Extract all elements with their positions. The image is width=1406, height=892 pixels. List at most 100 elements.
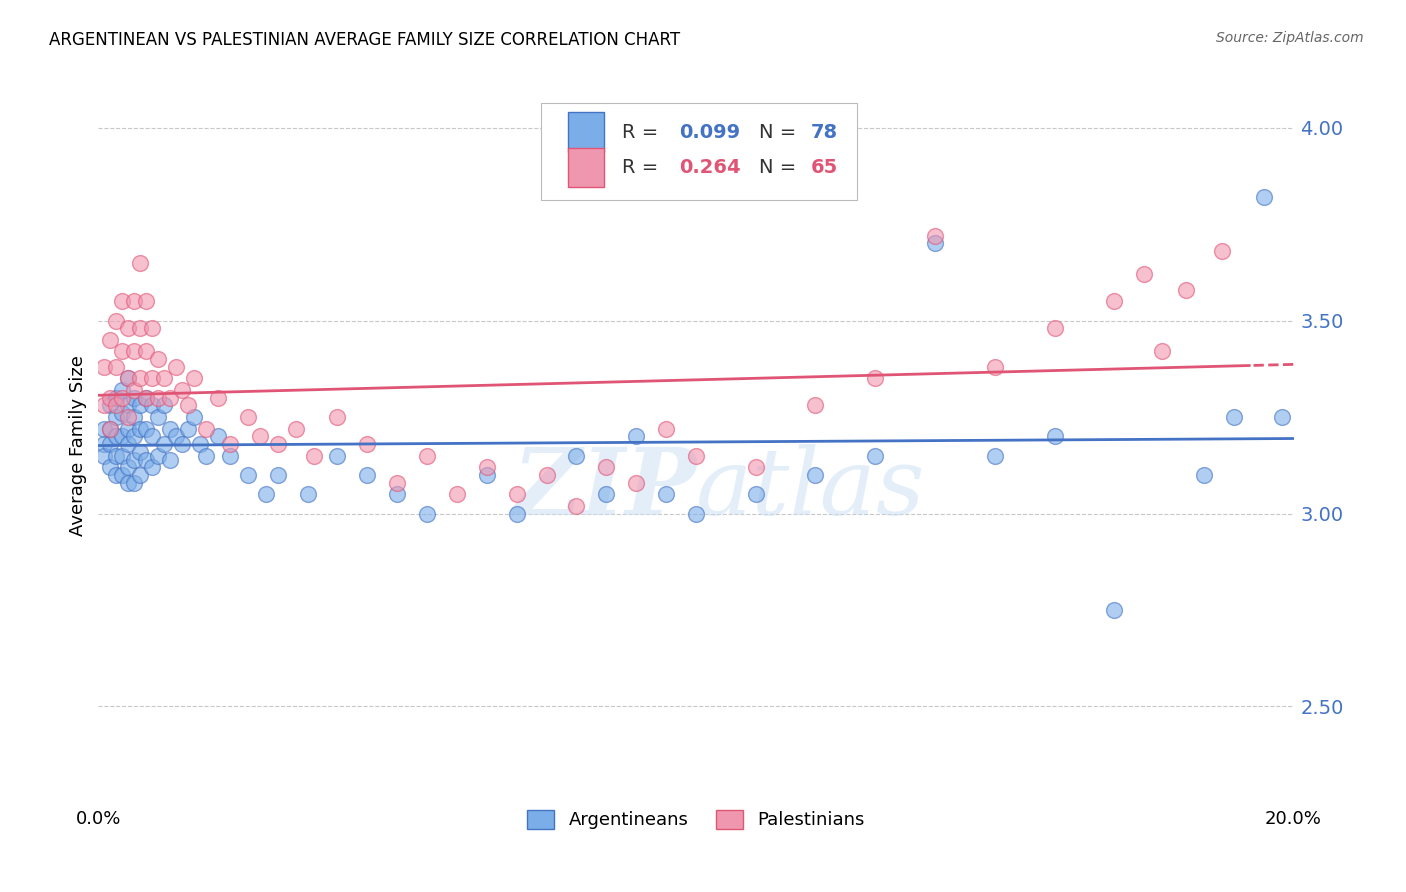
Point bbox=[129, 371, 152, 385]
Point bbox=[865, 371, 887, 385]
Point bbox=[284, 422, 307, 436]
Text: 0.264: 0.264 bbox=[679, 158, 741, 178]
Point bbox=[117, 437, 139, 451]
Point bbox=[124, 391, 146, 405]
Point bbox=[356, 437, 378, 451]
Point bbox=[93, 359, 115, 374]
Point bbox=[135, 422, 157, 436]
Point bbox=[177, 399, 200, 413]
FancyBboxPatch shape bbox=[541, 103, 858, 200]
Point bbox=[111, 344, 134, 359]
Text: 0.099: 0.099 bbox=[679, 122, 741, 142]
Point bbox=[356, 467, 378, 482]
Y-axis label: Average Family Size: Average Family Size bbox=[69, 356, 87, 536]
Point bbox=[165, 429, 187, 443]
Point bbox=[1104, 603, 1126, 617]
Point bbox=[141, 371, 163, 385]
Point bbox=[446, 487, 468, 501]
Point bbox=[1043, 321, 1066, 335]
Point bbox=[475, 460, 498, 475]
Point bbox=[98, 422, 122, 436]
Point bbox=[93, 399, 115, 413]
Point bbox=[236, 410, 259, 425]
Text: R =: R = bbox=[621, 158, 665, 178]
Point bbox=[129, 321, 152, 335]
Point bbox=[129, 444, 152, 458]
Point bbox=[565, 449, 588, 463]
Point bbox=[111, 391, 134, 405]
Text: R =: R = bbox=[621, 122, 665, 142]
Point bbox=[207, 391, 229, 405]
Point bbox=[595, 487, 617, 501]
FancyBboxPatch shape bbox=[568, 148, 605, 187]
Text: Source: ZipAtlas.com: Source: ZipAtlas.com bbox=[1216, 31, 1364, 45]
Point bbox=[219, 449, 242, 463]
Point bbox=[105, 399, 128, 413]
Point bbox=[153, 371, 176, 385]
Point bbox=[135, 391, 157, 405]
Point bbox=[117, 371, 139, 385]
Point bbox=[124, 294, 146, 309]
Point bbox=[98, 437, 122, 451]
Point bbox=[135, 452, 157, 467]
Point bbox=[536, 467, 558, 482]
Point bbox=[111, 429, 134, 443]
Point bbox=[302, 449, 325, 463]
Point bbox=[98, 422, 122, 436]
Point bbox=[267, 467, 290, 482]
Point bbox=[148, 410, 170, 425]
Point bbox=[148, 391, 170, 405]
Point bbox=[124, 429, 146, 443]
Text: 78: 78 bbox=[811, 122, 838, 142]
Point bbox=[865, 449, 887, 463]
Point bbox=[183, 410, 205, 425]
Point bbox=[105, 449, 128, 463]
Point bbox=[105, 313, 128, 327]
Point bbox=[117, 371, 139, 385]
Point bbox=[1271, 410, 1294, 425]
Point bbox=[804, 399, 827, 413]
Point bbox=[195, 422, 218, 436]
Point bbox=[117, 422, 139, 436]
Point bbox=[148, 449, 170, 463]
Point bbox=[105, 391, 128, 405]
Point bbox=[129, 399, 152, 413]
Point bbox=[924, 228, 946, 243]
Text: ARGENTINEAN VS PALESTINIAN AVERAGE FAMILY SIZE CORRELATION CHART: ARGENTINEAN VS PALESTINIAN AVERAGE FAMIL… bbox=[49, 31, 681, 49]
Point bbox=[98, 333, 122, 347]
Point bbox=[129, 422, 152, 436]
Point bbox=[626, 429, 648, 443]
Point bbox=[565, 499, 588, 513]
Point bbox=[117, 399, 139, 413]
Point bbox=[117, 475, 139, 490]
Point bbox=[188, 437, 211, 451]
Point bbox=[254, 487, 277, 501]
Point bbox=[93, 422, 115, 436]
Point bbox=[124, 475, 146, 490]
Point bbox=[1192, 467, 1215, 482]
Point bbox=[141, 399, 163, 413]
Point bbox=[129, 256, 152, 270]
Point bbox=[141, 460, 163, 475]
Point bbox=[655, 422, 678, 436]
Text: N =: N = bbox=[759, 122, 803, 142]
Point bbox=[117, 460, 139, 475]
Point bbox=[326, 449, 349, 463]
Point bbox=[1223, 410, 1246, 425]
Legend: Argentineans, Palestinians: Argentineans, Palestinians bbox=[520, 803, 872, 837]
Point bbox=[745, 460, 768, 475]
Point bbox=[135, 294, 157, 309]
Point bbox=[98, 391, 122, 405]
Point bbox=[385, 487, 409, 501]
FancyBboxPatch shape bbox=[568, 112, 605, 152]
Point bbox=[1211, 244, 1233, 259]
Point bbox=[984, 449, 1007, 463]
Point bbox=[183, 371, 205, 385]
Point bbox=[111, 467, 134, 482]
Point bbox=[105, 467, 128, 482]
Point bbox=[148, 352, 170, 367]
Point bbox=[1175, 283, 1198, 297]
Point bbox=[105, 429, 128, 443]
Point bbox=[98, 399, 122, 413]
Point bbox=[745, 487, 768, 501]
